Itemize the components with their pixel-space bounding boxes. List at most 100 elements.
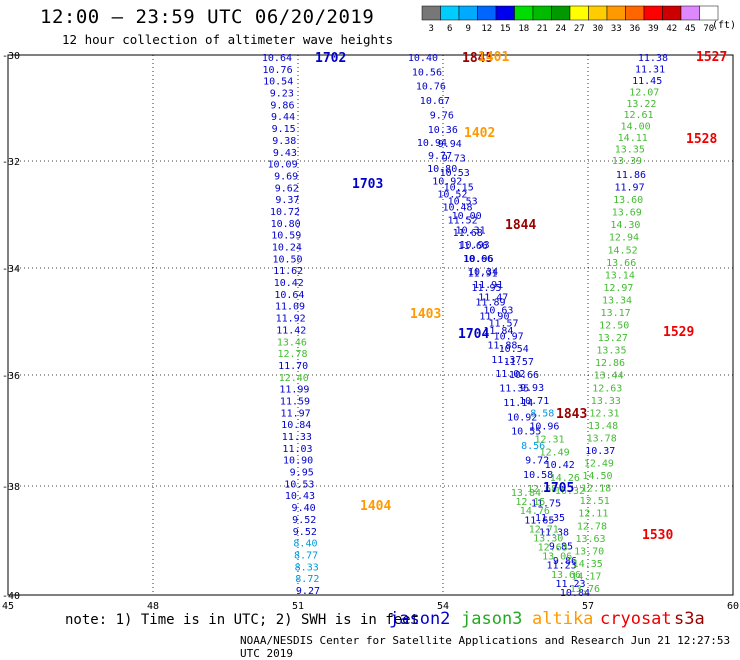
- swh-value: 13.44: [594, 371, 624, 382]
- swh-value: 10.64: [274, 290, 304, 301]
- pass-id-label: 1843: [556, 407, 587, 422]
- swh-value: 9.93: [520, 383, 544, 394]
- page-title: 12:00 – 23:59 UTC 06/20/2019: [40, 6, 375, 28]
- longitude-label: 45: [2, 601, 14, 612]
- colorbar-swatch: [606, 5, 626, 21]
- swh-value: 10.94: [417, 138, 447, 149]
- swh-value: 10.50: [272, 254, 302, 265]
- swh-value: 11.68: [453, 228, 483, 239]
- colorbar-swatch: [680, 5, 700, 21]
- swh-value: 10.24: [272, 243, 302, 254]
- swh-value: 10.55: [511, 427, 541, 438]
- swh-value: 10.92: [507, 412, 537, 423]
- swh-value: 11.89: [475, 297, 505, 308]
- colorbar-swatch: [569, 5, 589, 21]
- pass-id-label: 1402: [464, 126, 495, 141]
- swh-value: 10.64: [262, 53, 292, 64]
- swh-value: 13.34: [602, 295, 632, 306]
- swh-value: 11.31: [635, 64, 665, 75]
- swh-value: 10.09: [267, 160, 297, 171]
- swh-value: 13.27: [598, 333, 628, 344]
- swh-value: 13.14: [605, 270, 635, 281]
- colorbar-label: 3: [429, 24, 434, 34]
- pass-id-label: 1702: [315, 51, 346, 66]
- page-subtitle: 12 hour collection of altimeter wave hei…: [62, 32, 394, 47]
- swh-value: 11.33: [282, 432, 312, 443]
- legend-jason2: jason2: [389, 609, 451, 629]
- swh-value: 10.53: [440, 168, 470, 179]
- colorbar-label: 15: [500, 24, 511, 34]
- pass-id-label: 1404: [360, 499, 391, 514]
- swh-value: 12.40: [279, 373, 309, 384]
- swh-value: 9.15: [272, 124, 296, 135]
- pass-id-label: 1530: [642, 528, 673, 543]
- swh-value: 12.51: [580, 496, 610, 507]
- swh-value: 10.96: [529, 422, 559, 433]
- swh-value: 10.42: [274, 278, 304, 289]
- swh-value: 10.66: [509, 370, 539, 381]
- swh-value: 11.23: [555, 579, 585, 590]
- swh-value: 10.93: [460, 240, 490, 251]
- swh-value: 11.91: [467, 269, 497, 280]
- swh-value: 11.52: [448, 215, 478, 226]
- swh-value: 13.46: [277, 337, 307, 348]
- colorbar-swatch: [458, 5, 478, 21]
- legend-s3a: s3a: [674, 609, 705, 629]
- map-frame: [7, 54, 734, 596]
- swh-value: 10.71: [519, 396, 549, 407]
- swh-value: 11.59: [280, 396, 310, 407]
- swh-value: 10.84: [560, 588, 590, 599]
- swh-value: 13.30: [533, 533, 563, 544]
- swh-value: 11.45: [632, 76, 662, 87]
- colorbar-label: 33: [611, 24, 622, 34]
- swh-value: 12.18: [581, 484, 611, 495]
- swh-value: 13.06: [542, 552, 572, 563]
- swh-value: 10.53: [284, 479, 314, 490]
- swh-value: 8.33: [295, 562, 319, 573]
- colorbar-label: 42: [666, 24, 677, 34]
- swh-value: 12.86: [595, 358, 625, 369]
- colorbar-swatch: [514, 5, 534, 21]
- swh-value: 13.35: [596, 346, 626, 357]
- pass-id-label: 1705: [543, 481, 574, 496]
- swh-value: 12.11: [578, 509, 608, 520]
- swh-value: 10.63: [483, 306, 513, 317]
- swh-value: 14.76: [520, 506, 550, 517]
- swh-value: 10.56: [412, 67, 442, 78]
- swh-value: 10.90: [283, 456, 313, 467]
- swh-value: 12.97: [603, 283, 633, 294]
- swh-value: 11.88: [487, 340, 517, 351]
- swh-value: 10.66: [463, 254, 493, 265]
- swh-value: 11.84: [483, 326, 513, 337]
- swh-value: 11.03: [282, 444, 312, 455]
- footnote: note: 1) Time is in UTC; 2) SWH is in fe…: [65, 612, 420, 628]
- latitude-label: -38: [2, 482, 20, 493]
- swh-value: 10.67: [420, 96, 450, 107]
- swh-value: 10.31: [456, 225, 486, 236]
- swh-value: 9.40: [292, 503, 316, 514]
- swh-value: 12.31: [589, 408, 619, 419]
- swh-value: 12.50: [599, 321, 629, 332]
- swh-value: 13.35: [615, 145, 645, 156]
- swh-value: 8.40: [293, 539, 317, 550]
- swh-value: 10.53: [448, 197, 478, 208]
- swh-value: 14.00: [621, 122, 651, 133]
- swh-value: 13.48: [588, 421, 618, 432]
- swh-value: 10.80: [427, 164, 457, 175]
- swh-value: 10.80: [271, 219, 301, 230]
- colorbar-swatch: [588, 5, 608, 21]
- swh-value: 14.11: [618, 133, 648, 144]
- swh-value: 10.92: [432, 177, 462, 188]
- colorbar-label: 45: [685, 24, 696, 34]
- swh-value: 10.76: [416, 82, 446, 93]
- pass-id-label: 1844: [505, 218, 536, 233]
- swh-value: 11.70: [278, 361, 308, 372]
- swh-value: 8.77: [294, 550, 318, 561]
- swh-value: 11.97: [614, 183, 644, 194]
- pass-id-label: 1527: [696, 50, 727, 65]
- swh-value: 11.57: [504, 357, 534, 368]
- swh-value: 10.54: [499, 344, 529, 355]
- latitude-label: -40: [2, 591, 20, 602]
- colorbar-label: 27: [574, 24, 585, 34]
